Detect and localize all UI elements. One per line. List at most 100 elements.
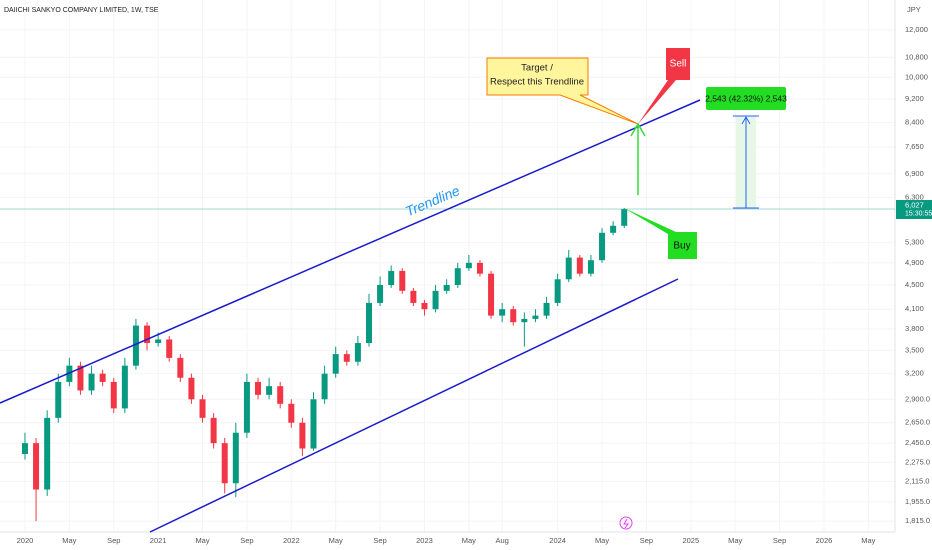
- y-tick-label: 12,000: [905, 25, 928, 34]
- candle-body: [88, 373, 95, 391]
- y-tick-label: 3,200: [905, 369, 924, 378]
- x-tick-label: 2022: [283, 536, 300, 545]
- upper-trendline: [0, 99, 701, 404]
- y-tick-label: 2,275.0: [905, 457, 930, 466]
- y-tick-label: 1,815.0: [905, 516, 930, 525]
- x-tick-label: May: [595, 536, 609, 545]
- x-tick-label: 2024: [549, 536, 566, 545]
- candle-body: [587, 260, 594, 274]
- sell-label: Sell: [670, 59, 687, 70]
- x-tick-label: Sep: [107, 536, 120, 545]
- axes: 12,000 10,800 10,000 9,200 8,400 7,650 6,900 6,…: [17, 25, 932, 545]
- candles: [0, 208, 895, 522]
- candle-body: [388, 270, 395, 285]
- y-tick-label: 5,300: [905, 237, 924, 246]
- target-label: Target /: [521, 63, 553, 74]
- candle-body: [554, 279, 561, 303]
- measure-label: 2,543 (42.32%) 2,543: [705, 93, 787, 103]
- candle-body: [33, 443, 40, 490]
- candle-body: [232, 432, 239, 484]
- candle-body: [610, 225, 617, 233]
- x-tick-label: May: [861, 536, 875, 545]
- x-tick-label: 2026: [816, 536, 833, 545]
- y-tick-label: 2,650.0: [905, 418, 930, 427]
- candle-body: [377, 284, 384, 303]
- candle-body: [421, 302, 428, 310]
- candle-body: [99, 373, 106, 382]
- candle-body: [332, 354, 339, 374]
- x-tick-label: 2025: [682, 536, 699, 545]
- event-icon: [619, 516, 633, 530]
- x-tick-label: 2023: [416, 536, 433, 545]
- y-tick-label: 10,000: [905, 72, 928, 81]
- candle-body: [121, 365, 128, 409]
- candle-body: [354, 343, 361, 362]
- x-tick-label: May: [728, 536, 742, 545]
- sell-bubble: [638, 48, 690, 124]
- candle-body: [399, 270, 406, 291]
- y-tick-label: 4,900: [905, 258, 924, 267]
- x-tick-label: 2020: [17, 536, 34, 545]
- candle-body: [288, 403, 295, 423]
- y-tick-label: 2,450.0: [905, 438, 930, 447]
- candle-body: [443, 284, 450, 291]
- currency: JPY: [907, 5, 921, 14]
- x-tick-label: Sep: [373, 536, 386, 545]
- candle-body: [299, 422, 306, 449]
- candle-body: [66, 365, 73, 382]
- candle-body: [510, 309, 517, 323]
- candle-body: [277, 386, 284, 404]
- candle-body: [365, 302, 372, 344]
- countdown: 15:30:55: [905, 210, 932, 217]
- candle-body: [499, 309, 506, 316]
- y-tick-label: 7,650: [905, 142, 924, 151]
- buy-label: Buy: [673, 241, 690, 252]
- price-label-box: [896, 199, 932, 219]
- candle-body: [476, 262, 483, 274]
- candle-body: [321, 373, 328, 400]
- price-label: 6,027: [905, 200, 924, 209]
- candle-body: [410, 290, 417, 303]
- y-tick-label: 1,955.0: [905, 497, 930, 506]
- candle-body: [188, 377, 195, 400]
- y-tick-label: 3,500: [905, 345, 924, 354]
- candle-body: [465, 262, 472, 269]
- candle-body: [210, 417, 217, 444]
- y-tick-label: 4,100: [905, 304, 924, 313]
- candle-body: [21, 443, 28, 454]
- buy-bubble: [624, 208, 697, 259]
- y-tick-label: 9,200: [905, 94, 924, 103]
- x-tick-label: May: [62, 536, 76, 545]
- x-tick-label: May: [195, 536, 209, 545]
- target-callout: [486, 57, 639, 125]
- x-tick-label: May: [329, 536, 343, 545]
- candle-body: [488, 273, 495, 316]
- target-arrow-head: [630, 122, 646, 137]
- y-tick-label: 6,300: [905, 192, 924, 201]
- y-tick-label: 2,900.0: [905, 394, 930, 403]
- x-tick-label: Sep: [240, 536, 253, 545]
- lower-trendline: [149, 278, 679, 533]
- y-tick-label: 6,900: [905, 169, 924, 178]
- candle-body: [255, 381, 262, 395]
- x-tick-label: Aug: [495, 536, 508, 545]
- candle-body: [55, 381, 62, 418]
- measure-label-box: [706, 87, 786, 110]
- candle-body: [532, 315, 539, 319]
- event-icon-bolt: [623, 518, 629, 529]
- measure-arrow-head: [741, 115, 751, 125]
- y-tick-label: 10,800: [905, 52, 928, 61]
- candle-body: [199, 399, 206, 418]
- candle-body: [177, 357, 184, 378]
- candle-body: [144, 325, 151, 344]
- y-tick-label: 4,500: [905, 280, 924, 289]
- candle-body: [77, 365, 84, 391]
- candle-body: [110, 381, 117, 409]
- candle-body: [44, 417, 51, 490]
- candle-body: [565, 257, 572, 280]
- target-label: Respect this Trendline: [490, 77, 584, 88]
- candle-body: [599, 232, 606, 261]
- chart-title: DAIICHI SANKYO COMPANY LIMITED, 1W, TSE: [4, 7, 159, 14]
- candle-body: [432, 290, 439, 310]
